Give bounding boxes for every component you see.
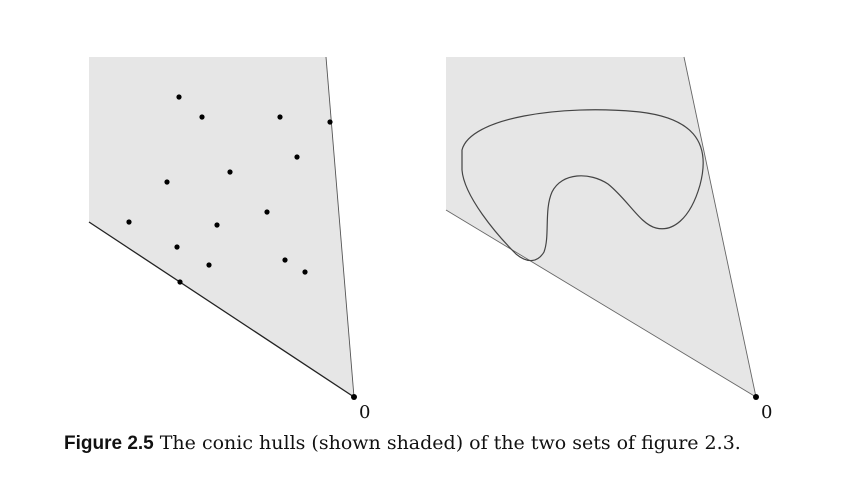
set-point-7 bbox=[164, 179, 170, 185]
left-origin-label: 0 bbox=[359, 402, 370, 423]
set-point-8 bbox=[264, 209, 270, 215]
left-hull-boundary-ray-upper bbox=[325, 56, 355, 398]
set-point-15 bbox=[177, 279, 183, 285]
set-point-10 bbox=[214, 222, 220, 228]
set-point-11 bbox=[174, 244, 180, 250]
right-origin-label: 0 bbox=[761, 402, 772, 423]
right-origin-point bbox=[753, 394, 759, 400]
set-point-3 bbox=[277, 114, 283, 120]
set-point-2 bbox=[199, 114, 205, 120]
set-point-5 bbox=[294, 154, 300, 160]
set-point-1 bbox=[176, 94, 182, 100]
point-set bbox=[126, 94, 333, 285]
left-hull-boundary-ray-lower bbox=[88, 221, 355, 398]
figure-label: Figure 2.5 bbox=[64, 433, 154, 454]
figure-caption: Figure 2.5 The conic hulls (shown shaded)… bbox=[64, 432, 824, 455]
right-panel: 0 bbox=[445, 56, 772, 423]
caption-text: The conic hulls (shown shaded) of the tw… bbox=[159, 432, 741, 454]
right-conic-hull-region bbox=[446, 57, 756, 397]
set-point-4 bbox=[327, 119, 333, 125]
set-point-13 bbox=[302, 269, 308, 275]
set-point-14 bbox=[206, 262, 212, 268]
figure-2-5: 0 0 bbox=[88, 56, 772, 423]
right-hull-boundary-ray-upper bbox=[683, 56, 757, 398]
right-hull-boundary-ray-lower bbox=[445, 209, 757, 398]
closed-curve-set bbox=[461, 109, 704, 262]
set-point-9 bbox=[126, 219, 132, 225]
left-panel: 0 bbox=[88, 56, 370, 423]
left-origin-point bbox=[351, 394, 357, 400]
set-point-12 bbox=[282, 257, 288, 263]
left-conic-hull-region bbox=[89, 57, 354, 397]
set-point-6 bbox=[227, 169, 233, 175]
